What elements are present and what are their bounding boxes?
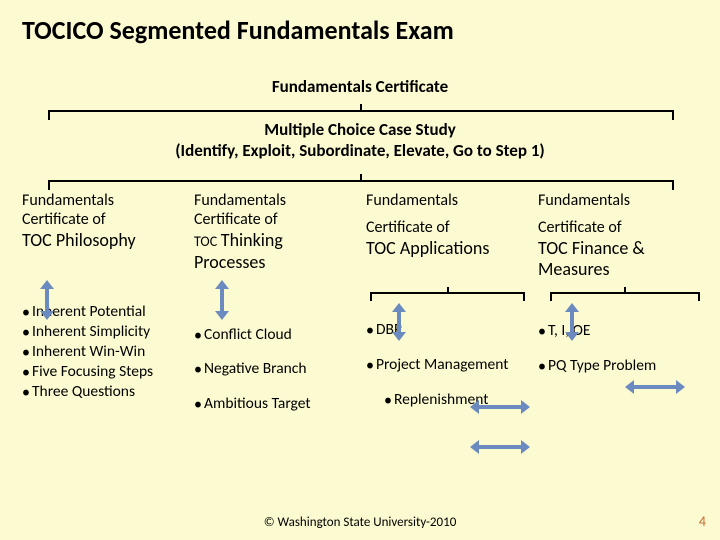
hdr-line: Fundamentals <box>194 192 358 211</box>
double-arrow-icon <box>40 280 54 320</box>
col-header: Fundamentals Certificate of TOC Finance … <box>538 192 702 280</box>
double-arrow-icon <box>215 280 229 320</box>
bracket-col-applications <box>370 292 525 294</box>
subtitle-line2: (Identify, Exploit, Subordinate, Elevate… <box>175 140 544 161</box>
bracket-level2 <box>48 180 674 182</box>
bullet-item: Inherent Win-Win <box>22 343 186 362</box>
double-arrow-icon <box>392 303 406 341</box>
col-header: Fundamentals Certificate of TOC Applicat… <box>366 192 530 259</box>
page-title: TOCICO Segmented Fundamentals Exam <box>0 0 720 46</box>
bullet-item: Project Management <box>366 356 530 375</box>
hdr-line: Certificate of <box>194 211 358 230</box>
hdr-line: TOC Finance & Measures <box>538 238 702 280</box>
hdr-line: Certificate of <box>22 211 186 230</box>
bullet-item: Ambitious Target <box>194 395 358 414</box>
double-arrow-icon <box>625 380 685 394</box>
bullet-item: Three Questions <box>22 383 186 402</box>
bullet-item: PQ Type Problem <box>538 357 702 376</box>
bullet-list: T, I, OE PQ Type Problem <box>538 322 702 376</box>
bullet-item: Five Focusing Steps <box>22 363 186 382</box>
subtitle-case-study: Multiple Choice Case Study (Identify, Ex… <box>0 119 720 162</box>
footer-copyright: © Washington State University-2010 <box>0 515 720 530</box>
subtitle-certificate: Fundamentals Certificate <box>0 76 720 97</box>
bracket-level1 <box>48 110 674 112</box>
double-arrow-icon <box>565 303 579 341</box>
hdr-line: Fundamentals <box>538 192 702 211</box>
bullet-item: Conflict Cloud <box>194 326 358 345</box>
bracket-col-finance <box>550 292 700 294</box>
bullet-item: DBR <box>366 321 530 340</box>
hdr-line: Certificate of <box>366 219 530 238</box>
hdr-line: Certificate of <box>538 219 702 238</box>
subtitle-line1: Multiple Choice Case Study <box>264 119 456 140</box>
hdr-line: Fundamentals <box>22 192 186 211</box>
columns-container: Fundamentals Certificate of TOC Philosop… <box>18 192 706 415</box>
double-arrow-icon <box>470 440 530 454</box>
bullet-item: Negative Branch <box>194 360 358 379</box>
bullet-list: Conflict Cloud Negative Branch Ambitious… <box>194 326 358 415</box>
hdr-line: TOC Applications <box>366 238 530 259</box>
bullet-item: T, I, OE <box>538 322 702 341</box>
hdr-line: TOC Philosophy <box>22 230 186 251</box>
col-header: Fundamentals Certificate of TOC Thinking… <box>194 192 358 274</box>
hdr-line: TOC Thinking Processes <box>194 230 358 274</box>
double-arrow-icon <box>470 400 530 414</box>
hdr-line: Fundamentals <box>366 192 530 211</box>
page-number: 4 <box>699 513 706 530</box>
bullet-list: DBR Project Management Replenishment <box>366 321 530 410</box>
col-header: Fundamentals Certificate of TOC Philosop… <box>22 192 186 251</box>
bullet-item: Inherent Simplicity <box>22 323 186 342</box>
col-applications: Fundamentals Certificate of TOC Applicat… <box>362 192 534 415</box>
